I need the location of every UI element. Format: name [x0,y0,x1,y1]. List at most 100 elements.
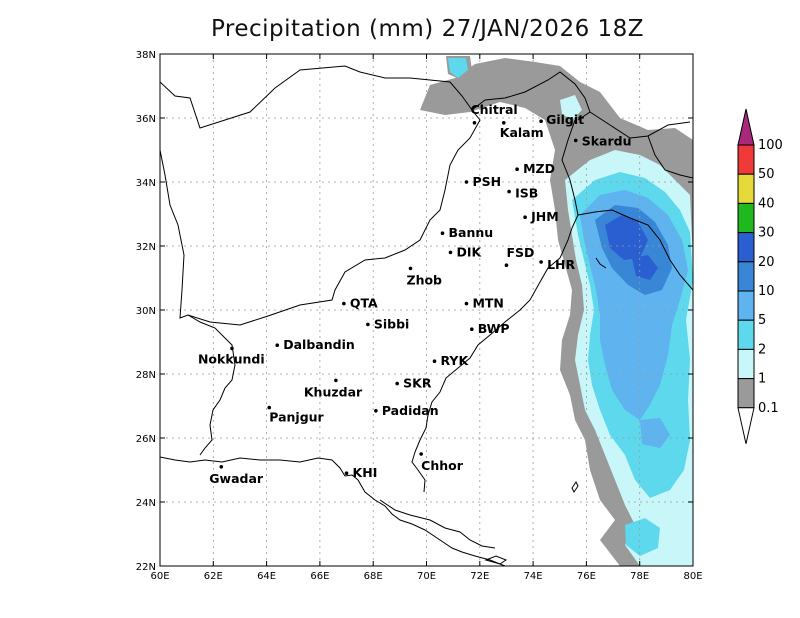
city-dot [366,322,370,327]
city-label: KHI [353,465,378,480]
city-label: Kalam [500,125,544,140]
city-kalam: Kalam [500,121,544,140]
colorbar-label: 100 [758,138,783,153]
city-label: Sibbi [374,316,409,331]
colorbar-label: 5 [758,313,766,328]
city-ryk: RYK [432,353,469,368]
city-dot [408,266,413,271]
city-dot [219,465,224,469]
city-mzd: MZD [515,161,555,176]
x-tick-label: 60E [150,571,169,582]
y-tick-label: 28N [136,370,156,381]
city-dot [464,180,469,184]
x-tick-label: 74E [524,571,543,582]
city-dot [523,215,527,219]
colorbar-segment [737,290,755,321]
precipitation-shading [420,56,693,566]
y-tick-label: 22N [136,562,156,573]
coastline [160,456,506,566]
city-dot [448,250,453,255]
city-chhor: Chhor [419,452,464,473]
city-dot [507,189,511,194]
x-tick-label: 78E [630,571,649,582]
city-label: Chitral [470,102,517,117]
city-jhm: JHM [523,209,559,224]
city-label: PSH [472,174,501,189]
colorbar-label: 30 [758,226,775,241]
city-label: BWP [478,321,510,336]
city-dot [501,121,506,125]
precip-area-lightcyan-north [560,95,582,120]
india-northern-border [577,209,693,291]
city-bannu: Bannu [440,225,493,240]
x-tick-label: 68E [364,571,383,582]
colorbar-label: 50 [758,167,775,182]
colorbar-segment [737,348,755,380]
colorbar-segment [737,144,755,175]
precip-area-lightblue-se [640,418,670,448]
y-tick-label: 34N [136,178,156,189]
india-china-east-border [647,135,693,179]
city-khuzdar: Khuzdar [304,378,363,399]
colorbar-label: 40 [758,196,775,211]
city-label: DIK [456,244,482,259]
china-india-border [589,111,691,139]
city-label: Zhob [407,272,443,287]
city-dalbandin: Dalbandin [275,337,355,352]
city-dot [275,343,280,348]
city-label: Dalbandin [283,337,355,352]
iran-border [187,314,236,456]
city-dot [374,409,378,413]
y-tick-label: 38N [136,50,156,61]
city-label: Nokkundi [198,351,265,366]
city-skardu: Skardu [573,133,632,148]
colorbar-segment [737,319,755,350]
city-label: MTN [472,296,503,311]
city-dot [472,121,477,125]
y-tick-label: 36N [136,114,156,125]
river-mark [595,257,607,269]
city-padidan: Padidan [374,403,439,418]
precip-area-cyan-north [448,58,468,78]
city-panjgur: Panjgur [267,405,325,425]
city-label: Chhor [421,458,464,473]
city-dot [344,471,349,476]
city-label: Skardu [582,133,632,148]
y-axis-labels: 22N 24N 26N 28N 30N 32N 34N 36N 38N [136,50,156,573]
chart-title: Precipitation (mm) 27/JAN/2026 18Z [210,16,645,42]
y-tick-label: 32N [136,242,156,253]
map-gridlines [160,54,693,566]
colorbar-label: 10 [758,284,775,299]
map-boundaries [160,65,693,566]
axis-ticks [159,53,694,567]
city-khi: KHI [344,465,378,480]
colorbar-bottom-arrow [737,407,755,444]
x-tick-label: 62E [204,571,223,582]
city-zhob: Zhob [407,266,443,287]
colorbar-segment [737,378,755,409]
colorbar-segment [737,232,755,263]
colorbar-label: 1 [758,372,766,387]
small-island [484,555,508,565]
city-label: LHR [547,257,575,272]
city-fsd: FSD [504,245,534,268]
city-skr: SKR [395,376,432,391]
city-gilgit: Gilgit [539,112,584,127]
y-tick-label: 26N [136,434,156,445]
city-dot [470,327,474,332]
city-label: QTA [350,296,378,311]
city-label: JHM [530,209,559,224]
x-tick-label: 72E [470,571,489,582]
y-tick-label: 30N [136,306,156,317]
city-dot [539,119,543,123]
colorbar-label: 20 [758,255,775,270]
colorbar-top-arrow [737,108,755,146]
city-label: RYK [440,353,469,368]
city-nokkundi: Nokkundi [198,346,265,366]
y-tick-label: 24N [136,498,156,509]
city-psh: PSH [464,174,501,189]
x-tick-label: 64E [257,571,276,582]
colorbar-segment [737,173,755,204]
city-label: ISB [515,186,538,201]
